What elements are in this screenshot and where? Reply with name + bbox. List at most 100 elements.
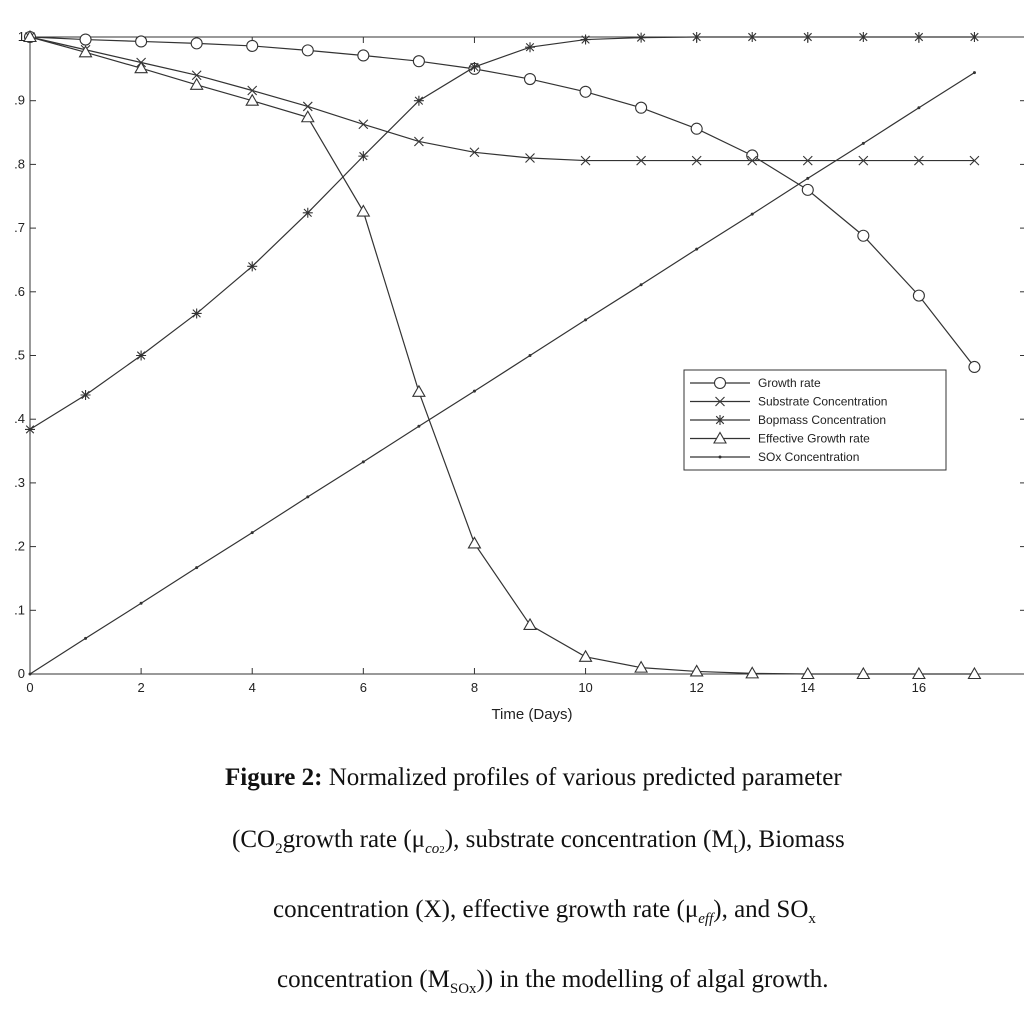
data-point-substrate-concentration — [302, 101, 313, 112]
data-point-substrate-concentration — [914, 155, 924, 166]
data-point-bopmass-concentration — [747, 32, 758, 42]
data-point-sox-concentration — [584, 318, 588, 322]
caption-sub-co: co — [425, 841, 440, 857]
legend-item-growth-rate: Growth rate — [690, 376, 821, 390]
data-point-bopmass-concentration — [636, 32, 647, 43]
data-point-effective-growth-rate — [467, 536, 482, 549]
caption-sub-t: t — [733, 841, 738, 857]
data-point-sox-concentration — [139, 601, 143, 605]
data-point-effective-growth-rate — [967, 666, 982, 680]
data-point-substrate-concentration — [414, 136, 424, 147]
legend-label-substrate-concentration: Substrate Concentration — [758, 395, 887, 409]
data-point-substrate-concentration — [247, 85, 258, 96]
y-tick-label: .2 — [14, 539, 25, 554]
legend-marker-substrate-concentration — [715, 396, 725, 407]
legend-item-effective-growth-rate: Effective Growth rate — [690, 431, 870, 446]
data-point-effective-growth-rate — [634, 660, 649, 673]
data-point-growth-rate — [135, 35, 148, 48]
data-point-sox-concentration — [361, 460, 365, 464]
series-line-growth-rate — [29, 36, 975, 368]
data-point-bopmass-concentration — [191, 308, 202, 319]
data-point-effective-growth-rate — [78, 45, 93, 58]
data-point-effective-growth-rate — [911, 666, 926, 680]
series-substrate-concentration — [25, 32, 980, 166]
plot-series — [23, 29, 982, 680]
series-line-bopmass-concentration — [29, 36, 975, 430]
series-sox-concentration — [28, 71, 976, 676]
data-point-substrate-concentration — [636, 155, 646, 166]
series-effective-growth-rate — [23, 29, 982, 680]
data-point-substrate-concentration — [469, 147, 480, 158]
data-point-sox-concentration — [195, 566, 199, 570]
caption-text-4b: )) in the modelling of algal growth. — [476, 966, 829, 993]
legend-marker-growth-rate — [713, 376, 727, 390]
y-tick-label: .4 — [14, 411, 25, 426]
data-point-bopmass-concentration — [969, 32, 980, 42]
legend: Growth rate Substrate Concentration Bopmas… — [683, 369, 947, 471]
data-point-sox-concentration — [417, 424, 421, 428]
legend-label-effective-growth-rate: Effective Growth rate — [758, 432, 870, 446]
data-point-growth-rate — [190, 37, 203, 50]
data-point-growth-rate — [968, 360, 981, 374]
data-point-effective-growth-rate — [745, 666, 760, 679]
data-point-growth-rate — [912, 289, 925, 302]
x-tick-label: 14 — [801, 680, 815, 695]
legend-item-sox-concentration: SOx Concentration — [690, 450, 859, 464]
data-point-sox-concentration — [28, 672, 32, 676]
data-point-effective-growth-rate — [245, 93, 260, 106]
legend-marker-effective-growth-rate — [713, 431, 727, 444]
caption-sub-eff: eff — [698, 911, 714, 927]
x-tick-label: 10 — [578, 680, 592, 695]
caption-text-3a: concentration (X), effective growth rate… — [273, 896, 699, 923]
y-tick-label: .5 — [14, 348, 25, 363]
caption-text-4a: concentration (M — [277, 966, 450, 993]
data-point-bopmass-concentration — [302, 207, 313, 218]
series-line-sox-concentration — [29, 72, 975, 675]
legend-marker-sox-concentration — [718, 455, 722, 459]
data-point-growth-rate — [79, 33, 92, 46]
caption-sub-2: 2 — [439, 844, 445, 856]
y-tick-label: 0 — [18, 666, 25, 681]
caption-text-2d: ), substrate concentration (M — [444, 826, 734, 853]
x-axis-title: Time (Days) — [491, 706, 572, 723]
data-point-effective-growth-rate — [523, 617, 537, 631]
data-point-substrate-concentration — [747, 155, 758, 166]
caption-line-4: concentration (MSOx)) in the modelling o… — [277, 966, 1024, 998]
plot-axes: 024681012141610.1.2.3.4.5.6.7.8.91 — [14, 29, 1024, 695]
data-point-sox-concentration — [639, 283, 643, 287]
data-point-sox-concentration — [84, 636, 88, 640]
caption-sub-sox: SOx — [449, 981, 477, 997]
data-point-substrate-concentration — [969, 155, 980, 166]
caption-line-2: (CO2growth rate (μco2), substrate concen… — [232, 826, 1024, 858]
chart: 024681012141610.1.2.3.4.5.6.7.8.91 Growt… — [14, 29, 1024, 723]
data-point-substrate-concentration — [191, 70, 202, 81]
caption-line-1: Figure 2: Normalized profiles of various… — [225, 764, 1024, 792]
series-growth-rate — [23, 30, 981, 374]
data-point-sox-concentration — [695, 247, 699, 251]
data-point-bopmass-concentration — [413, 95, 424, 106]
x-tick-label: 6 — [360, 680, 367, 695]
x-tick-label: 16 — [912, 680, 926, 695]
data-point-substrate-concentration — [358, 119, 369, 130]
data-point-effective-growth-rate — [23, 29, 37, 43]
caption-text-2c: growth rate (μ — [282, 826, 426, 853]
x-tick-label: 4 — [249, 680, 256, 695]
data-point-effective-growth-rate — [356, 204, 371, 217]
data-point-effective-growth-rate — [689, 664, 704, 677]
data-point-substrate-concentration — [525, 153, 535, 163]
data-point-sox-concentration — [861, 141, 865, 145]
data-point-effective-growth-rate — [411, 384, 426, 397]
data-point-growth-rate — [301, 44, 314, 57]
data-point-effective-growth-rate — [856, 666, 871, 680]
data-point-bopmass-concentration — [80, 389, 91, 400]
series-line-effective-growth-rate — [29, 36, 975, 675]
data-point-sox-concentration — [306, 495, 310, 499]
legend-item-substrate-concentration: Substrate Concentration — [690, 395, 887, 409]
data-point-substrate-concentration — [802, 155, 813, 166]
data-point-effective-growth-rate — [800, 666, 815, 680]
data-point-substrate-concentration — [691, 155, 702, 166]
data-point-growth-rate — [746, 149, 759, 162]
data-point-effective-growth-rate — [189, 77, 204, 90]
data-point-growth-rate — [246, 39, 259, 52]
data-point-sox-concentration — [972, 71, 976, 75]
